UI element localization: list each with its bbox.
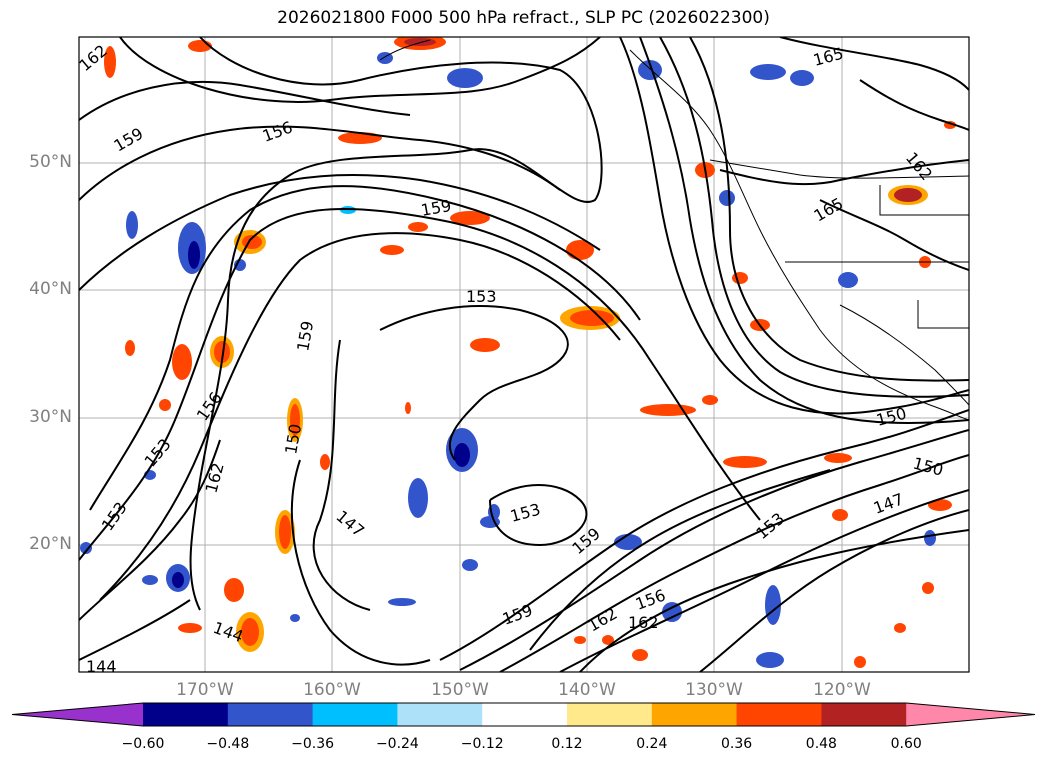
colorbar-segment — [482, 703, 568, 726]
colorbar-extension-max — [906, 703, 1035, 726]
colorbar-segment — [651, 703, 738, 726]
colorbar — [11, 702, 1036, 727]
colorbar-tick-label: −0.36 — [291, 736, 335, 752]
longitude-label: 140°W — [558, 680, 616, 700]
colorbar-segment — [227, 703, 314, 726]
colorbar-segment — [312, 703, 398, 726]
longitude-label: 150°W — [431, 680, 489, 700]
latitude-label: 20°N — [29, 534, 72, 554]
longitude-label: 130°W — [685, 680, 743, 700]
colorbar-tick-label: −0.24 — [375, 736, 419, 752]
longitude-label: 120°W — [813, 680, 871, 700]
coastlines — [379, 39, 969, 421]
longitude-label: 170°W — [176, 680, 234, 700]
contour-label: 162 — [628, 613, 659, 632]
map-frame — [78, 36, 970, 673]
colorbar-segment — [143, 703, 229, 726]
colorbar-segment — [821, 703, 907, 726]
colorbar-segment — [567, 703, 653, 726]
colorbar-outline — [11, 702, 1036, 727]
slp-contours — [79, 37, 969, 672]
map-title: 2026021800 F000 500 hPa refract., SLP PC… — [277, 8, 770, 28]
colorbar-segment — [397, 703, 483, 726]
colorbar-tick-label: 0.36 — [721, 736, 753, 752]
colorbar-tick-label: −0.12 — [460, 736, 504, 752]
colorbar-tick-label: 0.12 — [551, 736, 583, 752]
latitude-label: 50°N — [29, 152, 72, 172]
latitude-label: 30°N — [29, 407, 72, 427]
contour-label: 153 — [466, 287, 497, 306]
contour-label: 144 — [86, 657, 117, 676]
colorbar-tick-label: 0.60 — [890, 736, 922, 752]
colorbar-tick-label: −0.60 — [121, 736, 165, 752]
colorbar-extension-min — [12, 703, 143, 726]
latitude-label: 40°N — [29, 279, 72, 299]
negative-anomaly-shading — [80, 52, 936, 668]
colorbar-tick-label: 0.24 — [636, 736, 668, 752]
positive-anomaly-shading — [104, 37, 956, 668]
colorbar-segment — [736, 703, 822, 726]
longitude-label: 160°W — [303, 680, 361, 700]
colorbar-tick-label: −0.48 — [206, 736, 250, 752]
colorbar-tick-label: 0.48 — [805, 736, 837, 752]
